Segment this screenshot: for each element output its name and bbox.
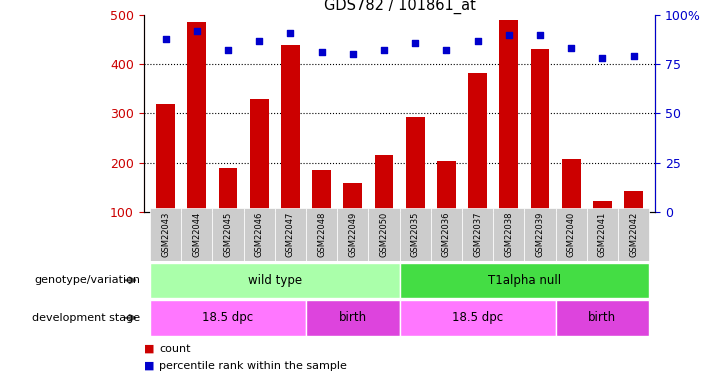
Bar [374, 155, 393, 212]
Point [597, 56, 608, 62]
Text: GSM22036: GSM22036 [442, 211, 451, 257]
Point [191, 28, 203, 34]
Point [347, 51, 358, 57]
Bar [524, 208, 556, 261]
Point [534, 32, 545, 38]
Bar [400, 208, 431, 261]
Text: GSM22044: GSM22044 [192, 212, 201, 257]
Text: 18.5 dpc: 18.5 dpc [203, 311, 254, 324]
Text: GSM22037: GSM22037 [473, 211, 482, 257]
Bar [462, 208, 494, 261]
Text: GSM22043: GSM22043 [161, 211, 170, 257]
Bar [156, 104, 175, 212]
Bar [250, 99, 268, 212]
Text: count: count [159, 344, 191, 354]
Bar [494, 208, 524, 261]
Text: GSM22050: GSM22050 [379, 212, 388, 257]
Bar [150, 208, 181, 261]
Text: GSM22039: GSM22039 [536, 211, 545, 257]
Text: GSM22045: GSM22045 [224, 212, 233, 257]
Bar [181, 208, 212, 261]
Bar [281, 45, 300, 212]
Bar [219, 168, 238, 212]
Bar [337, 208, 368, 261]
Bar [187, 22, 206, 212]
Text: GSM22046: GSM22046 [254, 211, 264, 257]
Point [441, 48, 452, 54]
Bar [587, 208, 618, 261]
Text: GSM22041: GSM22041 [598, 212, 607, 257]
Text: GSM22048: GSM22048 [317, 211, 326, 257]
Bar [531, 50, 550, 212]
Text: birth: birth [588, 311, 616, 324]
Text: GSM22042: GSM22042 [629, 212, 638, 257]
Bar [312, 170, 331, 212]
Text: GSM22038: GSM22038 [504, 211, 513, 257]
Point [472, 38, 483, 44]
Point [285, 30, 296, 36]
Bar [343, 183, 362, 212]
Bar [243, 208, 275, 261]
Point [628, 53, 639, 59]
Point [566, 45, 577, 51]
Text: 18.5 dpc: 18.5 dpc [452, 311, 503, 324]
Point [254, 38, 265, 44]
Text: wild type: wild type [247, 274, 302, 287]
Point [222, 48, 233, 54]
Bar [406, 117, 425, 212]
Bar [368, 208, 400, 261]
Bar [306, 300, 400, 336]
Title: GDS782 / 101861_at: GDS782 / 101861_at [324, 0, 475, 13]
Text: GSM22049: GSM22049 [348, 212, 358, 257]
Bar [437, 161, 456, 212]
Bar [306, 208, 337, 261]
Bar [212, 208, 243, 261]
Text: GSM22040: GSM22040 [566, 212, 576, 257]
Bar [150, 300, 306, 336]
Text: ■: ■ [144, 361, 158, 370]
Text: GSM22035: GSM22035 [411, 211, 420, 257]
Text: percentile rank within the sample: percentile rank within the sample [159, 361, 347, 370]
Point [160, 36, 171, 42]
Bar [150, 262, 400, 298]
Point [379, 48, 390, 54]
Point [503, 32, 515, 38]
Bar [400, 300, 556, 336]
Bar [499, 20, 518, 212]
Bar [468, 73, 487, 212]
Bar [275, 208, 306, 261]
Bar [624, 191, 643, 212]
Point [316, 50, 327, 55]
Bar [431, 208, 462, 261]
Bar [400, 262, 649, 298]
Bar [562, 159, 580, 212]
Bar [618, 208, 649, 261]
Text: T1alpha null: T1alpha null [488, 274, 561, 287]
Text: ■: ■ [144, 344, 158, 354]
Text: birth: birth [339, 311, 367, 324]
Text: genotype/variation: genotype/variation [34, 275, 140, 285]
Text: development stage: development stage [32, 313, 140, 323]
Bar [593, 201, 612, 212]
Point [409, 40, 421, 46]
Text: GSM22047: GSM22047 [286, 211, 295, 257]
Bar [556, 208, 587, 261]
Bar [556, 300, 649, 336]
